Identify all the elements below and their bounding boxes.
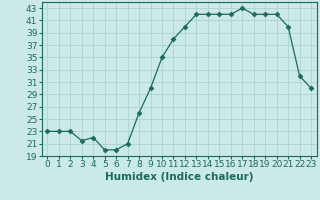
X-axis label: Humidex (Indice chaleur): Humidex (Indice chaleur) <box>105 172 253 182</box>
